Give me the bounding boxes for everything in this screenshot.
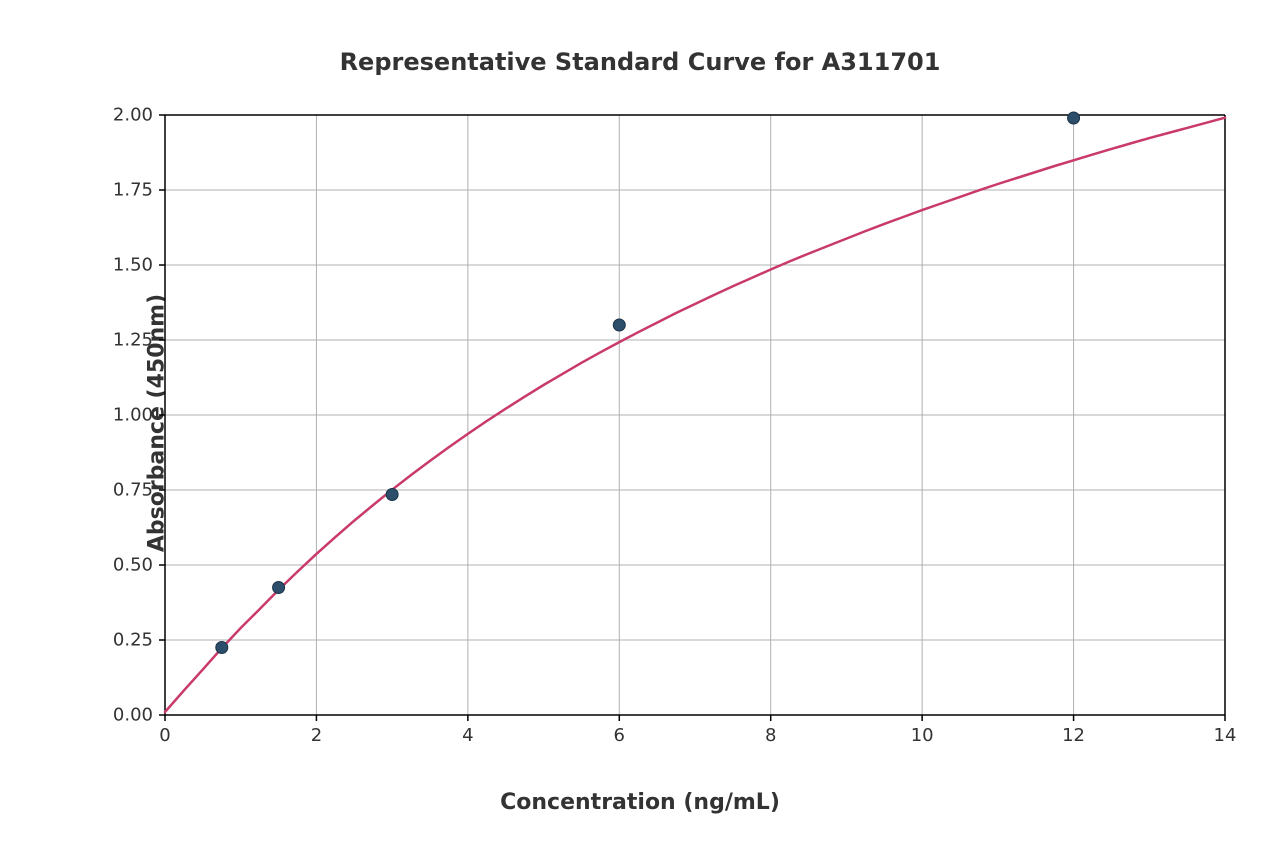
chart-title: Representative Standard Curve for A31170… xyxy=(0,48,1280,76)
data-point xyxy=(1068,112,1080,124)
y-tick-label: 0.00 xyxy=(113,705,153,726)
x-tick-label: 10 xyxy=(911,725,934,746)
y-tick-label: 1.50 xyxy=(113,255,153,276)
y-tick-label: 0.50 xyxy=(113,555,153,576)
x-tick-label: 14 xyxy=(1214,725,1237,746)
y-tick-label: 0.25 xyxy=(113,630,153,651)
x-tick-label: 12 xyxy=(1062,725,1085,746)
figure: Representative Standard Curve for A31170… xyxy=(0,0,1280,845)
y-tick-label: 1.00 xyxy=(113,405,153,426)
x-tick-label: 0 xyxy=(159,725,170,746)
x-tick-label: 4 xyxy=(462,725,473,746)
y-tick-label: 0.75 xyxy=(113,480,153,501)
x-axis-label: Concentration (ng/mL) xyxy=(0,790,1280,815)
x-tick-label: 8 xyxy=(765,725,776,746)
data-point xyxy=(386,489,398,501)
y-tick-label: 1.25 xyxy=(113,330,153,351)
x-tick-label: 2 xyxy=(311,725,322,746)
data-point xyxy=(613,319,625,331)
y-tick-label: 2.00 xyxy=(113,105,153,126)
x-tick-label: 6 xyxy=(614,725,625,746)
data-point xyxy=(216,642,228,654)
plot-area xyxy=(165,115,1225,715)
data-point xyxy=(273,582,285,594)
plot-svg xyxy=(165,115,1225,715)
y-tick-label: 1.75 xyxy=(113,180,153,201)
